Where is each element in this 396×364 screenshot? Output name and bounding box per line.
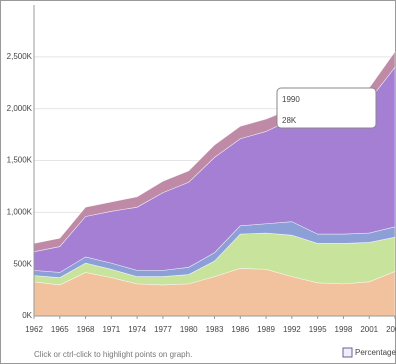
x-tick-label: 1971: [102, 325, 120, 334]
x-tick-label: 1998: [335, 325, 353, 334]
percentage-label[interactable]: Percentage: [355, 348, 396, 357]
note: Click or ctrl-click to highlight points …: [34, 350, 192, 359]
y-tick-label: 2,000K: [7, 104, 33, 113]
x-tick-label: 1989: [257, 325, 275, 334]
x-tick-label: 1992: [283, 325, 301, 334]
x-tick-label: 2001: [360, 325, 378, 334]
tooltip-value: 28K: [282, 116, 297, 125]
x-tick-label: 1986: [231, 325, 249, 334]
tooltip-box: [276, 87, 377, 129]
tooltip: 1990 28K: [276, 87, 377, 129]
x-tick-label: 1995: [309, 325, 327, 334]
x-tick-label: 1968: [77, 325, 95, 334]
x-tick-label: 1983: [206, 325, 224, 334]
x-tick-label: 1977: [154, 325, 172, 334]
x-tick-label: 1974: [128, 325, 146, 334]
percentage-checkbox[interactable]: [342, 347, 353, 358]
x-tick-label: 1965: [51, 325, 69, 334]
area: [33, 50, 396, 253]
x-tick-label: 1962: [25, 325, 43, 334]
y-tick-label: 1,500K: [7, 156, 33, 165]
y-tick-label: 0K: [22, 311, 32, 320]
y-tick-label: 2,500K: [7, 52, 33, 61]
x-tick-label: 1980: [180, 325, 198, 334]
x-tick-label: 2004: [386, 325, 396, 334]
y-tick-label: 500K: [13, 259, 32, 268]
y-tick-label: 1,000K: [7, 207, 33, 216]
tooltip-x: 1990: [282, 95, 300, 104]
